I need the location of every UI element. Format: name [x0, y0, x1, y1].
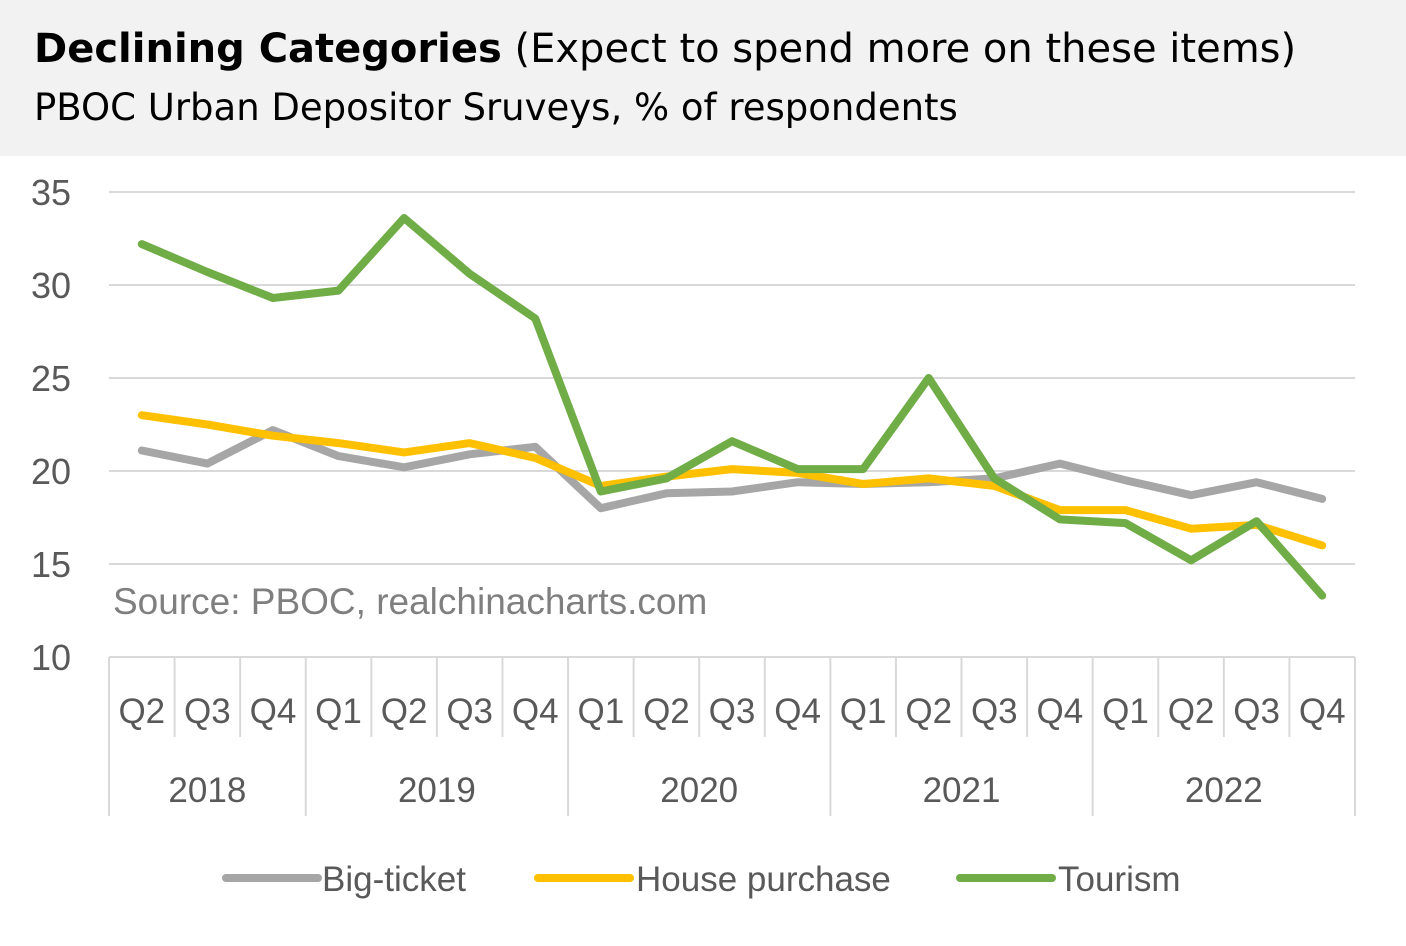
x-tick-label: Q3 — [1233, 692, 1280, 731]
chart-header: Declining Categories (Expect to spend mo… — [0, 0, 1406, 156]
x-tick-label: Q1 — [315, 692, 362, 731]
year-label: 2020 — [660, 771, 738, 810]
x-tick-label: Q2 — [1168, 692, 1215, 731]
x-tick-label: Q1 — [577, 692, 624, 731]
y-tick-label: 30 — [31, 265, 71, 306]
y-tick-label: 25 — [31, 358, 71, 399]
x-tick-label: Q1 — [840, 692, 887, 731]
x-tick-label: Q1 — [1102, 692, 1149, 731]
x-tick-label: Q2 — [905, 692, 952, 731]
line-chart: 10 15 20 25 30 35 Q2 Q3 Q4 Q1 Q2 Q3 Q4 Q1 Q2 Q3 Q4 Q1 Q2 Q3… — [31, 172, 1356, 899]
year-label: 2021 — [923, 771, 1001, 810]
chart-title: Declining Categories (Expect to spend mo… — [34, 26, 1296, 72]
series-lines — [137, 214, 1327, 600]
x-tick-label: Q4 — [774, 692, 821, 731]
chart-subtitle: PBOC Urban Depositor Sruveys, % of respo… — [34, 86, 958, 129]
y-tick-label: 10 — [31, 637, 71, 678]
legend-label: Big-ticket — [322, 860, 466, 899]
legend-label: Tourism — [1058, 860, 1181, 899]
legend-item: Tourism — [956, 860, 1181, 899]
x-tick-label: Q2 — [118, 692, 165, 731]
chart-title-rest: (Expect to spend more on these items) — [501, 26, 1297, 72]
y-tick-label: 20 — [31, 451, 71, 492]
x-tick-label: Q4 — [512, 692, 559, 731]
x-tick-label: Q3 — [971, 692, 1018, 731]
source-note: Source: PBOC, realchinacharts.com — [113, 581, 707, 622]
year-label: 2018 — [168, 771, 246, 810]
axes: 10 15 20 25 30 35 Q2 Q3 Q4 Q1 Q2 Q3 Q4 Q1 Q2 Q3 Q4 Q1 Q2 Q3… — [31, 172, 1356, 816]
x-tick-label: Q4 — [1037, 692, 1084, 731]
year-label: 2022 — [1185, 771, 1263, 810]
series-line-house-purchase — [137, 411, 1327, 550]
x-tick-label: Q2 — [643, 692, 690, 731]
x-tick-label: Q3 — [709, 692, 756, 731]
x-tick-label: Q2 — [381, 692, 428, 731]
series-line-tourism — [137, 214, 1327, 600]
legend-item: House purchase — [534, 860, 891, 899]
gridlines — [109, 191, 1355, 565]
year-label: 2019 — [398, 771, 476, 810]
legend-item: Big-ticket — [222, 860, 466, 899]
y-tick-label: 35 — [31, 172, 71, 213]
legend-label: House purchase — [636, 860, 891, 899]
series-line-big-ticket — [137, 426, 1327, 513]
chart-title-bold: Declining Categories — [34, 26, 502, 72]
x-tick-label: Q3 — [184, 692, 231, 731]
y-tick-label: 15 — [31, 544, 71, 585]
x-tick-label: Q4 — [1299, 692, 1346, 731]
x-tick-label: Q3 — [446, 692, 493, 731]
legend: Big-ticket House purchase Tourism — [222, 860, 1181, 899]
x-tick-label: Q4 — [250, 692, 297, 731]
